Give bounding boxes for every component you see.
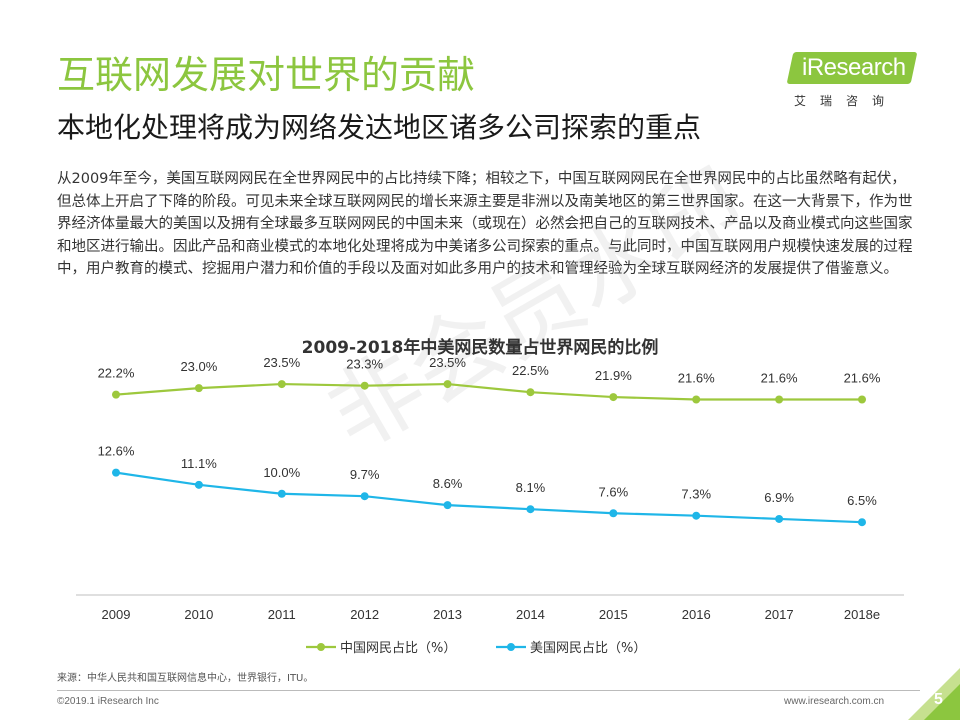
series-1-data-label: 23.5%	[263, 355, 300, 370]
series-2: 12.6% 11.1% 10.0% 9.7% 8.6% 8.1% 7.6% 7.3% 6.9% 6…	[98, 444, 877, 527]
line-chart: 2009-2018年中美网民数量占世界网民的比例 22.2% 23.0% 23.5%…	[76, 337, 904, 656]
series-1-data-label: 22.5%	[512, 363, 549, 378]
series-1-data-label: 21.6%	[761, 371, 798, 386]
page-subtitle: 本地化处理将成为网络发达地区诸多公司探索的重点	[57, 111, 702, 144]
series-1-data-label: 21.9%	[595, 368, 632, 383]
legend-item-1: 中国网民占比（%）	[306, 641, 456, 656]
footer-divider	[57, 690, 920, 691]
series-2-point	[194, 480, 203, 489]
series-2-data-label: 6.9%	[764, 490, 794, 505]
series-2-point	[609, 509, 618, 518]
series-2-data-label: 7.3%	[681, 487, 711, 502]
x-tick-label: 2018e	[844, 607, 880, 622]
legend-swatch-marker	[317, 643, 325, 651]
logo-cn-name: 艾瑞咨询	[794, 94, 899, 108]
series-2-data-label: 9.7%	[350, 467, 380, 482]
legend-label: 美国网民占比（%）	[530, 641, 646, 656]
series-2-point	[858, 518, 866, 527]
x-tick-label: 2012	[350, 607, 379, 622]
chart-legend: 中国网民占比（%） 美国网民占比（%）	[306, 641, 646, 656]
x-tick-label: 2009	[102, 607, 131, 622]
x-tick-labels: 2009 2010 2011 2012 2013 2014 2015 2016 2017 2018…	[102, 607, 881, 622]
series-2-data-label: 7.6%	[599, 484, 629, 499]
series-2-data-label: 6.5%	[847, 493, 877, 508]
x-tick-label: 2015	[599, 607, 628, 622]
copyright-text: ©2019.1 iResearch Inc	[57, 696, 159, 707]
series-1-point	[443, 380, 452, 389]
series-1: 22.2% 23.0% 23.5% 23.3% 23.5% 22.5% 21.9% 21.6%…	[98, 355, 881, 404]
series-1-data-label: 23.0%	[180, 359, 217, 374]
series-1-data-label: 21.6%	[678, 371, 715, 386]
series-1-data-label: 22.2%	[98, 366, 135, 381]
source-note: 来源：中华人民共和国互联网信息中心，世界银行，ITU。	[57, 673, 314, 684]
series-2-point	[775, 514, 784, 523]
x-tick-label: 2014	[516, 607, 545, 622]
legend-item-2: 美国网民占比（%）	[496, 641, 646, 656]
series-2-point	[692, 511, 701, 520]
x-tick-label: 2013	[433, 607, 462, 622]
series-1-data-label: 21.6%	[844, 371, 881, 386]
series-2-point	[526, 505, 535, 514]
series-1-point	[360, 381, 369, 390]
series-2-data-label: 8.6%	[433, 476, 463, 491]
page-title: 互联网发展对世界的贡献	[57, 53, 476, 97]
x-tick-label: 2010	[184, 607, 213, 622]
series-1-point	[775, 395, 784, 404]
series-2-point	[277, 489, 286, 498]
series-2-point	[360, 492, 369, 501]
series-1-point	[609, 393, 618, 402]
series-1-point	[858, 395, 866, 404]
x-tick-label: 2011	[268, 607, 296, 622]
series-1-point	[526, 388, 535, 397]
x-tick-label: 2016	[682, 607, 711, 622]
series-1-data-label: 23.5%	[429, 355, 466, 370]
series-2-point	[443, 501, 452, 510]
series-2-line	[115, 471, 863, 524]
series-2-data-label: 8.1%	[516, 480, 546, 495]
series-2-data-label: 11.1%	[181, 456, 217, 471]
series-2-data-label: 10.0%	[263, 465, 300, 480]
series-2-data-label: 12.6%	[98, 444, 135, 459]
legend-label: 中国网民占比（%）	[340, 641, 456, 656]
series-2-point	[112, 468, 120, 477]
intro-paragraph: 从2009年至今，美国互联网网民在全世界网民中的占比持续下降；相较之下，中国互联…	[57, 171, 913, 277]
series-1-line	[115, 382, 862, 401]
page-number: 5	[934, 691, 943, 708]
series-1-point	[112, 390, 120, 399]
series-1-point	[277, 380, 286, 389]
series-layer: 22.2% 23.0% 23.5% 23.3% 23.5% 22.5% 21.9% 21.6%…	[98, 355, 881, 527]
chart-title: 2009-2018年中美网民数量占世界网民的比例	[302, 337, 659, 358]
x-tick-label: 2017	[765, 607, 794, 622]
series-1-point	[692, 395, 701, 404]
iresearch-logo: iResearch 艾瑞咨询	[786, 52, 920, 117]
series-1-data-label: 23.3%	[346, 357, 383, 372]
logo-brand: iResearch	[802, 54, 906, 81]
series-1-point	[194, 384, 203, 393]
website-link[interactable]: www.iresearch.com.cn	[784, 696, 885, 707]
legend-swatch-marker	[507, 643, 515, 651]
